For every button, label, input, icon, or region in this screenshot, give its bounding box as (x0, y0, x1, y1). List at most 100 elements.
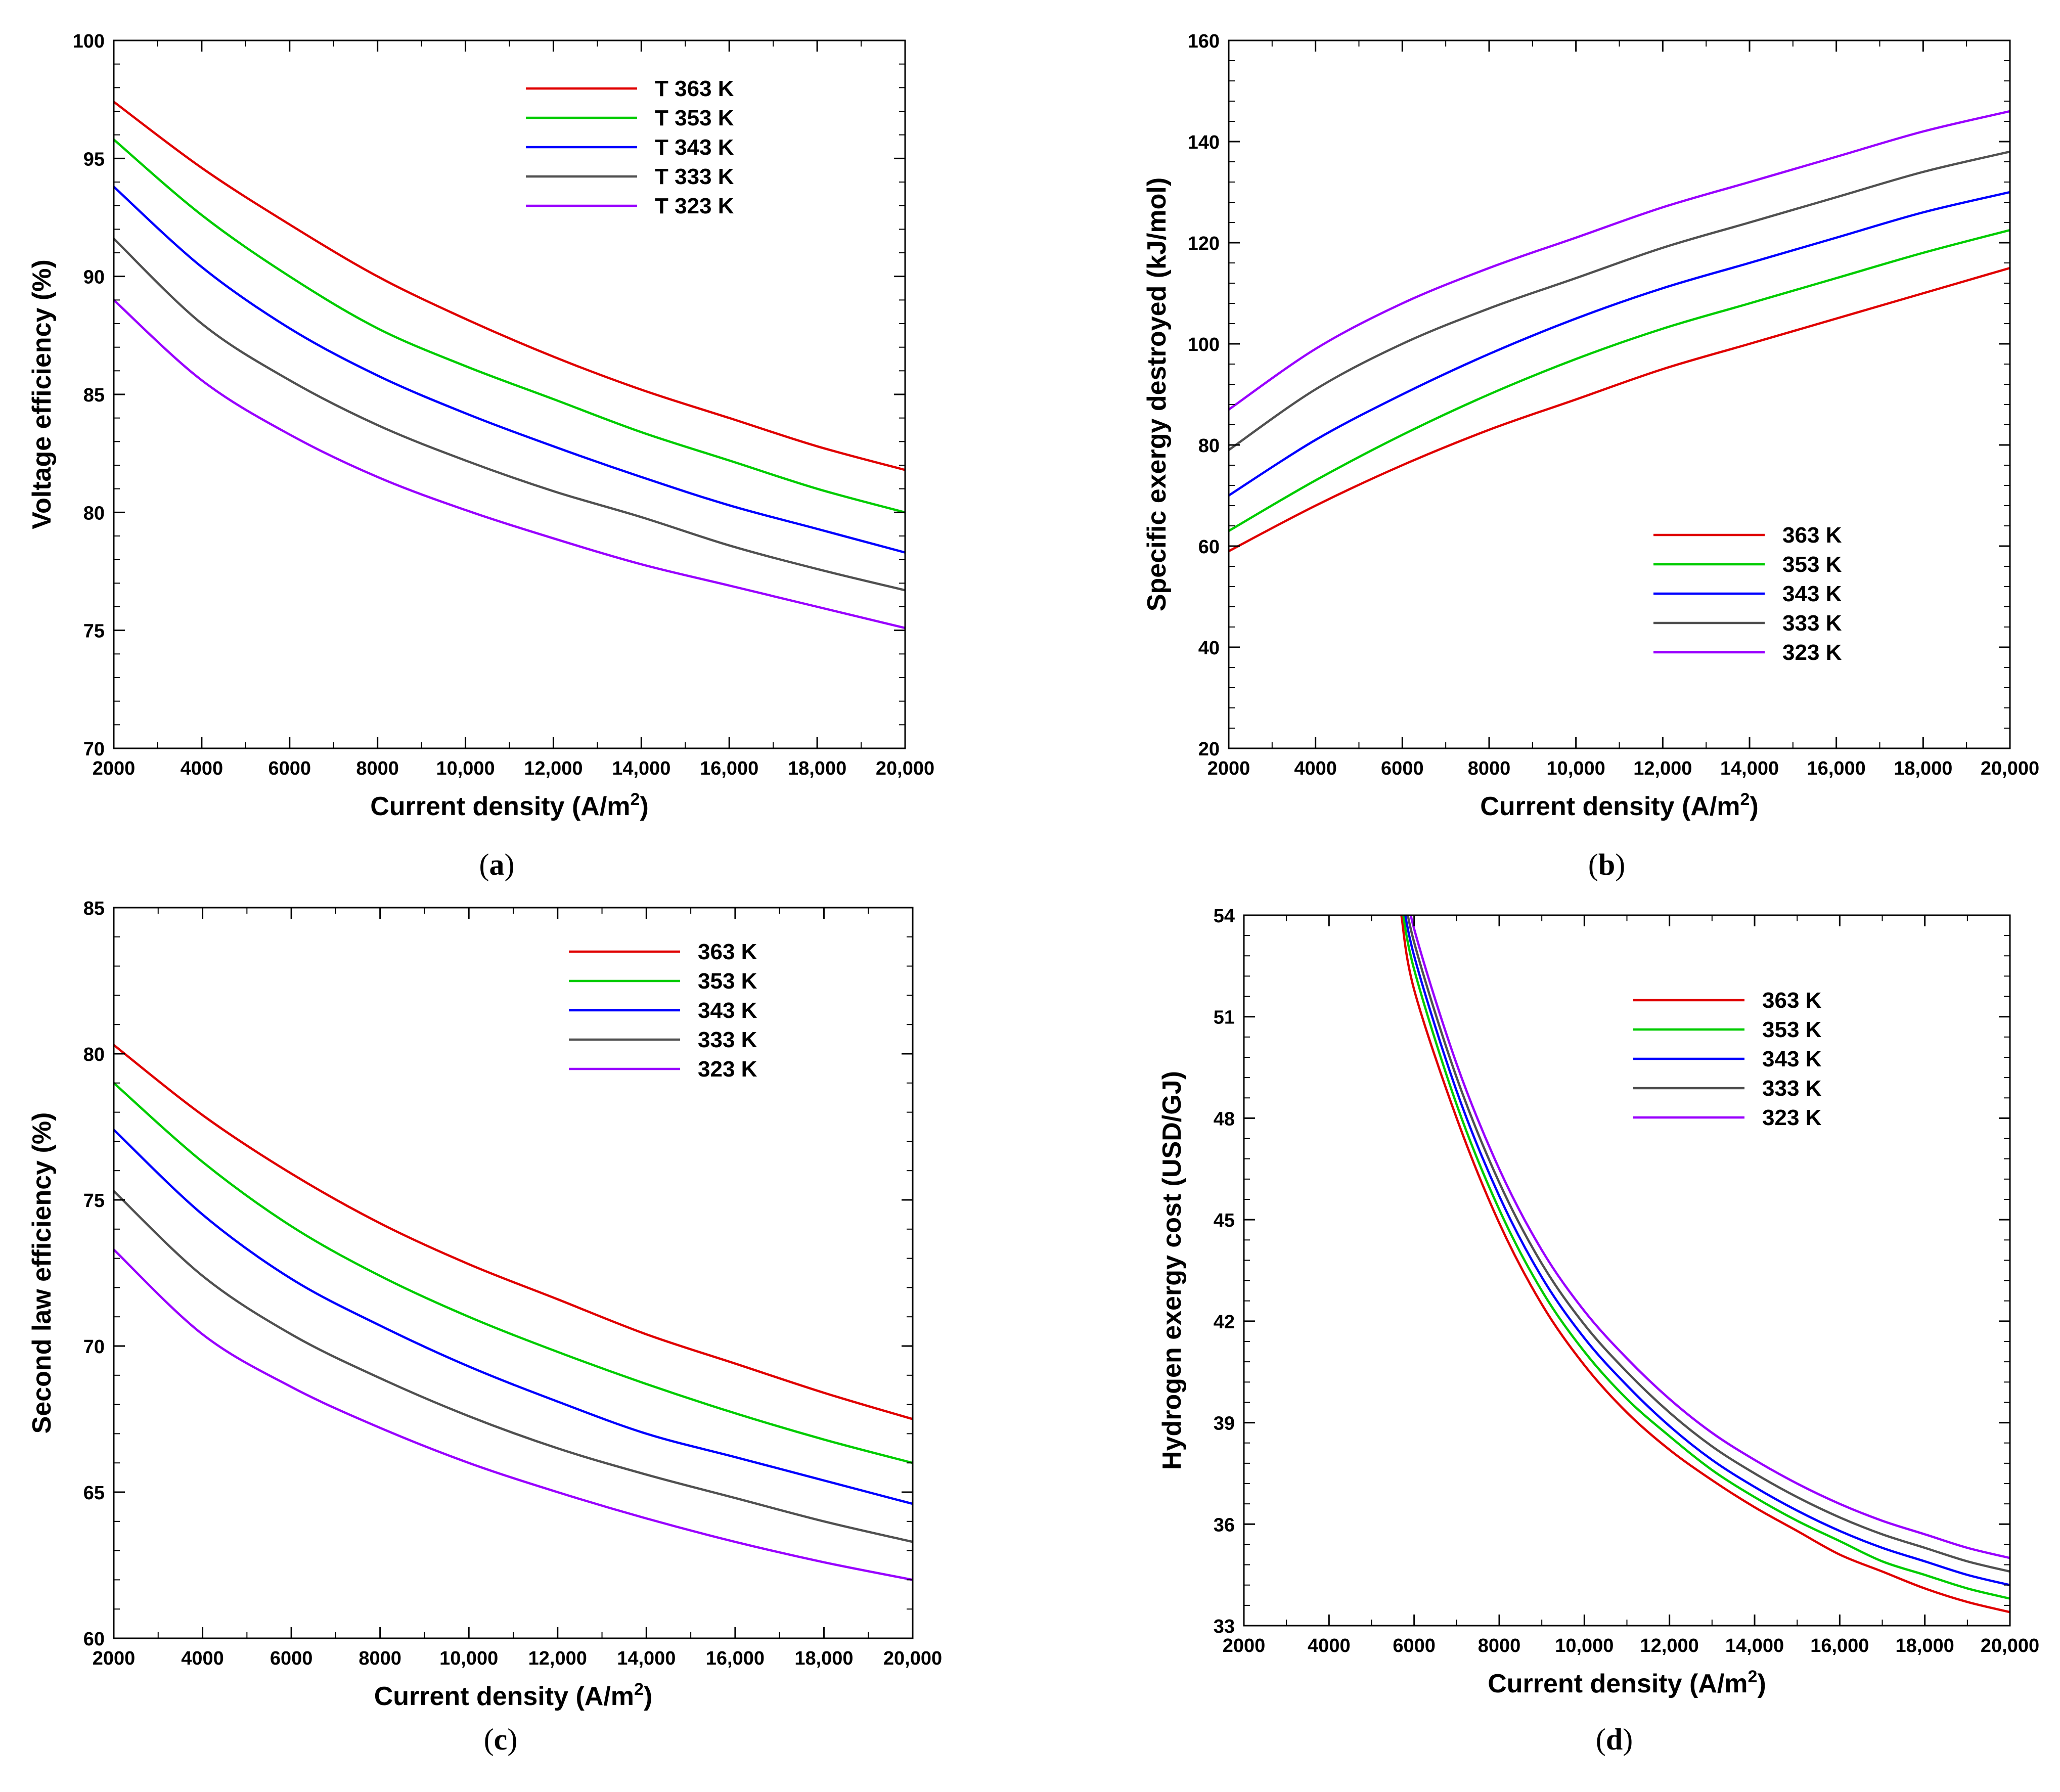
legend-label: 353 K (698, 969, 757, 994)
legend-label: 363 K (1782, 523, 1842, 548)
x-tick-label: 12,000 (1640, 1635, 1699, 1656)
x-tick-label: 2000 (1207, 758, 1250, 779)
plot-frame (113, 39, 906, 749)
series-line-t-333-k (114, 237, 905, 592)
y-tick-label: 48 (1214, 1108, 1235, 1130)
y-tick-label: 90 (83, 267, 105, 288)
y-axis-title: Second law efficiency (%) (27, 1112, 57, 1434)
legend-label: 323 K (1782, 640, 1842, 665)
x-axis-title: Current density (A/m2) (374, 1680, 653, 1711)
x-tick-label: 6000 (1381, 758, 1424, 779)
x-tick-label: 8000 (359, 1648, 401, 1669)
y-axis-title: Voltage efficiency (%) (27, 259, 57, 529)
series-group (114, 1044, 913, 1581)
legend-label: 353 K (1782, 552, 1842, 577)
x-axis-title: Current density (A/m2) (1480, 790, 1759, 821)
legend-label: 343 K (698, 998, 757, 1023)
x-tick-label: 4000 (1308, 1635, 1351, 1656)
x-tick-label: 8000 (1468, 758, 1511, 779)
x-tick-label: 18,000 (794, 1648, 853, 1669)
x-tick-label: 18,000 (1896, 1635, 1954, 1656)
x-tick-label: 20,000 (1981, 758, 2039, 779)
y-tick-label: 70 (83, 1336, 105, 1358)
series-line-363-k (1400, 915, 2010, 1614)
legend-label: 343 K (1762, 1047, 1822, 1071)
series-line-353-k (1229, 229, 2010, 532)
y-tick-label: 140 (1188, 132, 1220, 153)
x-tick-label: 14,000 (1720, 758, 1779, 779)
series-line-t-323-k (114, 299, 905, 630)
x-tick-label: 2000 (1223, 1635, 1266, 1656)
series-line-333-k (1229, 150, 2010, 452)
legend-label: 363 K (1762, 988, 1822, 1013)
legend-label: 333 K (1782, 611, 1842, 636)
y-axis-title: Specific exergy destroyed (kJ/mol) (1142, 177, 1172, 611)
y-tick-label: 160 (1188, 31, 1220, 52)
series-line-353-k (1402, 915, 2010, 1600)
x-tick-label: 2000 (93, 1648, 136, 1669)
series-line-353-k (114, 1082, 913, 1464)
series-line-333-k (114, 1190, 913, 1543)
y-tick-label: 60 (1198, 536, 1220, 558)
x-tick-label: 6000 (1393, 1635, 1436, 1656)
x-tick-label: 8000 (1478, 1635, 1521, 1656)
y-tick-label: 100 (73, 31, 105, 52)
legend-label: T 333 K (655, 164, 734, 189)
y-axis-title: Hydrogen exergy cost (USD/GJ) (1157, 1071, 1187, 1470)
legend-label: T 363 K (655, 76, 734, 101)
y-tick-label: 60 (83, 1629, 105, 1650)
y-tick-label: 65 (83, 1483, 105, 1504)
y-tick-label: 75 (83, 1190, 105, 1212)
x-tick-label: 4000 (1294, 758, 1337, 779)
x-tick-label: 16,000 (1810, 1635, 1869, 1656)
y-tick-label: 39 (1214, 1413, 1235, 1435)
x-tick-label: 20,000 (1981, 1635, 2039, 1656)
y-tick-label: 85 (83, 898, 105, 919)
panel-d: 2000 4000 6000 8000 10,000 12,000 14,000 16,000… (1157, 906, 2039, 1756)
y-tick-label: 40 (1198, 638, 1220, 659)
panel-c: 2000 4000 6000 8000 10,000 12,000 14,000 16,000… (27, 898, 942, 1756)
legend-label: 353 K (1762, 1017, 1822, 1042)
legend-label: 333 K (1762, 1076, 1822, 1101)
y-tick-label: 42 (1214, 1312, 1235, 1333)
x-tick-label: 20,000 (883, 1648, 942, 1669)
legend: 363 K 353 K 343 K 333 K 323 K (1653, 523, 1842, 665)
panel-label: (a) (479, 848, 515, 881)
series-line-343-k (1229, 191, 2010, 497)
panel-label: (d) (1596, 1723, 1633, 1756)
legend-label: 333 K (698, 1027, 757, 1052)
series-line-323-k (1409, 915, 2010, 1559)
series-group (1400, 915, 2010, 1614)
x-tick-label: 12,000 (528, 1648, 587, 1669)
y-tick-label: 54 (1214, 906, 1235, 927)
series-line-t-343-k (114, 186, 905, 554)
series-line-363-k (114, 1044, 913, 1420)
plot-frame (1243, 914, 2011, 1627)
y-tick-label: 80 (83, 503, 105, 524)
x-tick-label: 10,000 (439, 1648, 498, 1669)
x-tick-label: 16,000 (700, 758, 758, 779)
legend-label: 323 K (1762, 1105, 1822, 1130)
series-line-t-363-k (114, 101, 905, 471)
x-tick-label: 4000 (181, 1648, 224, 1669)
x-tick-label: 14,000 (617, 1648, 676, 1669)
y-tick-label: 51 (1214, 1007, 1235, 1028)
x-tick-label: 12,000 (1633, 758, 1692, 779)
y-tick-label: 36 (1214, 1514, 1235, 1536)
legend-label: 363 K (698, 939, 757, 964)
series-line-363-k (1229, 266, 2010, 553)
legend: 363 K 353 K 343 K 333 K 323 K (569, 939, 757, 1082)
y-tick-label: 75 (83, 621, 105, 642)
x-tick-label: 10,000 (1555, 1635, 1614, 1656)
y-tick-label: 20 (1198, 739, 1220, 760)
x-tick-label: 12,000 (524, 758, 583, 779)
y-tick-label: 120 (1188, 233, 1220, 254)
x-tick-label: 10,000 (436, 758, 495, 779)
y-tick-label: 70 (83, 739, 105, 760)
series-line-323-k (1229, 110, 2010, 411)
panel-label: (b) (1588, 848, 1625, 881)
panel-b: 2000 4000 6000 8000 10,000 12,000 14,000 16,000… (1142, 31, 2039, 881)
x-tick-label: 6000 (268, 758, 311, 779)
series-line-t-353-k (114, 138, 905, 514)
